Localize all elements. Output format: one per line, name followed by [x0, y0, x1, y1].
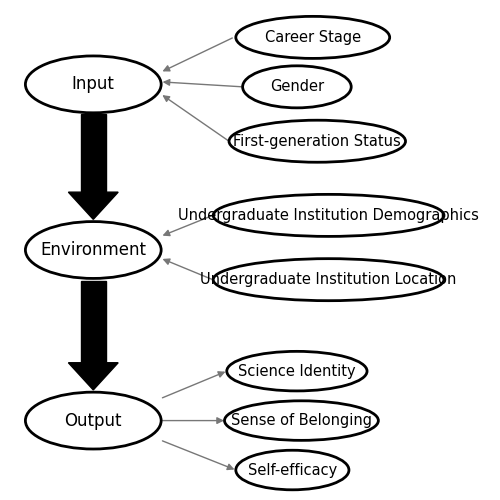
Text: First-generation Status: First-generation Status [234, 134, 401, 148]
Text: Input: Input [72, 76, 114, 94]
Text: Undergraduate Institution Demographics: Undergraduate Institution Demographics [178, 208, 479, 223]
Polygon shape [68, 362, 118, 390]
Ellipse shape [26, 222, 161, 278]
Ellipse shape [236, 450, 349, 490]
Ellipse shape [26, 56, 161, 113]
Ellipse shape [213, 258, 444, 300]
Text: Gender: Gender [270, 80, 324, 94]
Text: Self-efficacy: Self-efficacy [248, 462, 337, 477]
Text: Environment: Environment [40, 241, 146, 259]
Text: Sense of Belonging: Sense of Belonging [231, 413, 372, 428]
Ellipse shape [227, 352, 367, 391]
Text: Undergraduate Institution Location: Undergraduate Institution Location [200, 272, 457, 287]
Ellipse shape [229, 120, 406, 162]
Polygon shape [68, 192, 118, 220]
Text: Output: Output [64, 412, 122, 430]
Text: Science Identity: Science Identity [238, 364, 356, 378]
Polygon shape [81, 114, 106, 192]
Text: Career Stage: Career Stage [264, 30, 361, 45]
Ellipse shape [213, 194, 444, 236]
Ellipse shape [236, 16, 390, 58]
Ellipse shape [242, 66, 351, 108]
Ellipse shape [26, 392, 161, 449]
Ellipse shape [224, 401, 378, 440]
Polygon shape [81, 281, 106, 362]
